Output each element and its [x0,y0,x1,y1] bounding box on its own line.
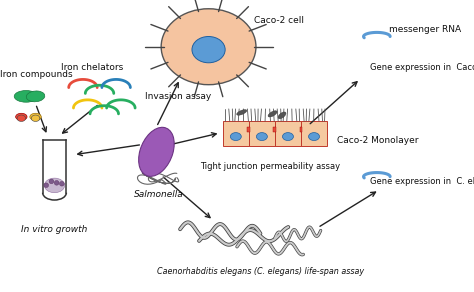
Bar [300,127,302,132]
Ellipse shape [49,179,54,184]
Ellipse shape [30,113,41,120]
Bar [301,121,327,146]
Ellipse shape [44,183,48,187]
Ellipse shape [268,111,277,117]
Text: Iron compounds: Iron compounds [0,70,73,79]
Bar [223,121,249,146]
Text: Caco-2 cell: Caco-2 cell [254,16,303,25]
Bar [275,121,301,146]
Ellipse shape [45,178,64,193]
Text: messenger RNA: messenger RNA [389,25,461,34]
Ellipse shape [283,133,293,140]
Ellipse shape [16,113,27,120]
Text: In vitro growth: In vitro growth [21,225,88,234]
Text: Iron chelators: Iron chelators [61,62,124,72]
Ellipse shape [230,133,241,140]
Ellipse shape [256,133,267,140]
Ellipse shape [55,180,59,185]
Bar [273,127,276,132]
Ellipse shape [161,9,256,85]
Bar [43,140,66,193]
Text: Tight junction permeability assay: Tight junction permeability assay [200,162,340,171]
Text: Caco-2 Monolayer: Caco-2 Monolayer [337,136,418,145]
Text: Gene expression in  Caco-2 cells: Gene expression in Caco-2 cells [370,63,474,72]
Ellipse shape [14,91,38,102]
Ellipse shape [59,181,64,186]
Bar [247,127,250,132]
Text: Gene expression in  C. elegans: Gene expression in C. elegans [370,177,474,185]
Ellipse shape [237,110,247,115]
Ellipse shape [31,115,40,121]
Bar [249,121,275,146]
Ellipse shape [17,115,26,121]
Ellipse shape [278,112,286,119]
Ellipse shape [139,127,174,176]
Text: Invasion assay: Invasion assay [145,92,211,101]
Text: Salmonella: Salmonella [134,190,183,199]
Text: Caenorhabditis elegans (C. elegans) life-span assay: Caenorhabditis elegans (C. elegans) life… [157,267,364,276]
Ellipse shape [309,133,319,140]
Ellipse shape [26,91,45,102]
Ellipse shape [192,36,225,63]
